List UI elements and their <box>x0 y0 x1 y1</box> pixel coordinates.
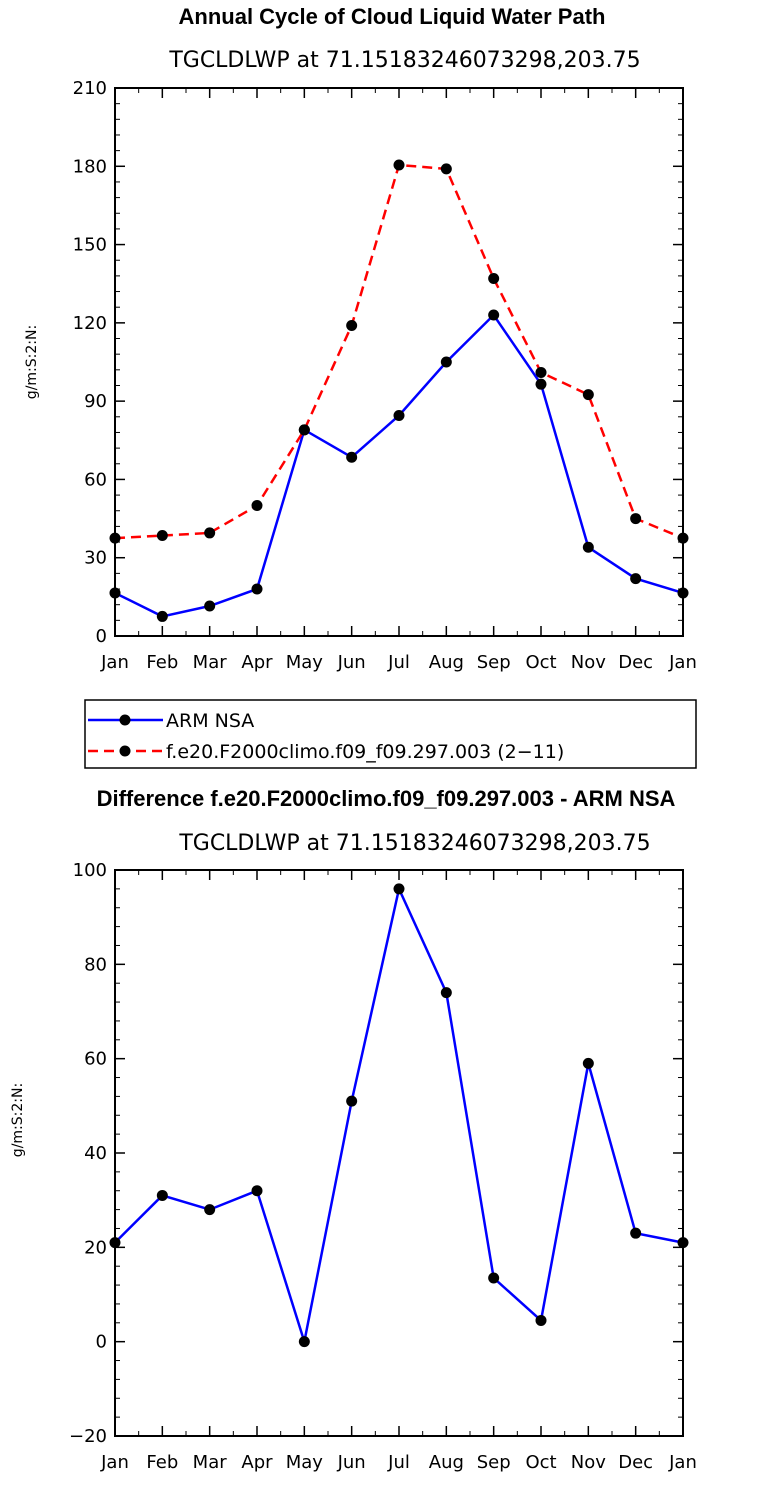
chart2-plot-area: −20 0 20 40 60 80 100 Jan Feb Mar Apr May Jun Jul Aug S… <box>69 860 697 1473</box>
chart1-series-1-point <box>298 424 310 436</box>
chart1-series-1-point <box>677 532 689 544</box>
chart2-ytick-label: 20 <box>84 1237 107 1258</box>
chart1-series-1-point <box>156 530 168 542</box>
chart1-series-1-point <box>346 319 358 331</box>
chart1-legend: ARM NSA f.e20.F2000climo.f09_f09.297.003… <box>84 699 697 769</box>
chart2-series-0-point <box>488 1272 500 1284</box>
chart1-ytick-label: 210 <box>73 78 107 99</box>
chart2-xtick-label: Jan <box>100 1452 129 1473</box>
chart1-series-0-point <box>677 587 689 599</box>
chart1-series-0-point <box>440 356 452 368</box>
chart1-series-0-line <box>114 313 684 618</box>
chart2-series-0-point <box>346 1095 358 1107</box>
chart1-ytick-label: 150 <box>73 235 107 256</box>
chart1-plot-area: 0 30 60 90 120 150 180 210 Jan Feb Mar Apr May Jun Jul… <box>73 78 697 673</box>
chart2-xtick-label: Jun <box>337 1452 366 1473</box>
chart1-xtick-label: Dec <box>618 652 653 673</box>
chart1-series-1-point <box>535 366 547 378</box>
chart1-series-0-point <box>346 451 358 463</box>
chart2-xtick-label: Jul <box>387 1452 410 1473</box>
chart2-series-0-point <box>630 1227 642 1239</box>
chart1-series-1-point <box>582 389 594 401</box>
chart1-xtick-label: Jan <box>668 652 697 673</box>
chart1-subtitle: TGCLDLWP at 71.15183246073298,203.75 <box>168 48 640 73</box>
chart2-ytick-label: −20 <box>69 1426 107 1447</box>
chart1-series-1-point <box>488 272 500 284</box>
legend-label-arm: ARM NSA <box>166 710 254 732</box>
chart1-xtick-label: May <box>286 652 324 673</box>
chart1-series-0-point <box>204 600 216 612</box>
chart1-xtick-label: Jul <box>387 652 410 673</box>
chart2-xtick-label: Aug <box>429 1452 464 1473</box>
chart2-ytick-label: 0 <box>96 1332 107 1353</box>
chart2-xtick-label: May <box>286 1452 324 1473</box>
chart1-ytick-label: 120 <box>73 313 107 334</box>
chart2-series-0-point <box>204 1204 216 1216</box>
chart1-xtick-label: Feb <box>146 652 178 673</box>
legend-marker-model <box>119 745 131 757</box>
chart1-series-0-point <box>535 378 547 390</box>
chart2-title: Difference f.e20.F2000climo.f09_f09.297.… <box>97 786 676 811</box>
chart2-ytick-label: 40 <box>84 1143 107 1164</box>
chart2-ytick-label: 100 <box>73 860 107 881</box>
chart2-series-0-point <box>535 1314 547 1326</box>
chart2-series-0-line <box>114 884 684 1343</box>
chart2-subtitle: TGCLDLWP at 71.15183246073298,203.75 <box>178 831 650 856</box>
chart2-xtick-label: Dec <box>618 1452 653 1473</box>
chart2-xtick-label: Nov <box>571 1452 606 1473</box>
chart1-xtick-label: Jan <box>100 652 129 673</box>
chart2-series-0-point <box>156 1189 168 1201</box>
chart1-xtick-label: Sep <box>477 652 511 673</box>
chart1-series-0-point <box>488 309 500 321</box>
chart1-series-1-point <box>251 500 263 512</box>
chart2-series-0-point <box>109 1237 121 1249</box>
chart1-series-0-point <box>156 610 168 622</box>
chart1-ytick-label: 30 <box>84 548 107 569</box>
chart2-series-0-point <box>298 1336 310 1348</box>
chart2-xtick-label: Oct <box>525 1452 556 1473</box>
chart1-ytick-label: 60 <box>84 469 107 490</box>
chart1-series-0-point <box>582 541 594 553</box>
chart1-xtick-label: Aug <box>429 652 464 673</box>
legend-label-model: f.e20.F2000climo.f09_f09.297.003 (2−11) <box>166 741 564 763</box>
chart1-title: Annual Cycle of Cloud Liquid Water Path <box>179 4 606 29</box>
chart1-xtick-label: Nov <box>571 652 606 673</box>
chart1-series-0-point <box>109 587 121 599</box>
chart1-series-0-point <box>393 409 405 421</box>
chart1-series-1-point <box>630 513 642 525</box>
legend-marker-arm <box>119 714 131 726</box>
chart1-ylabel: g/m:S:2:N: <box>24 325 40 399</box>
chart2-series-0-point <box>582 1057 594 1069</box>
chart1-series-1-point <box>393 159 405 171</box>
chart2-ytick-label: 80 <box>84 954 107 975</box>
chart2-xtick-label: Sep <box>477 1452 511 1473</box>
chart1-xtick-label: Mar <box>193 652 228 673</box>
chart2-xtick-label: Feb <box>146 1452 178 1473</box>
chart1-xtick-label: Apr <box>241 652 273 673</box>
chart1-series-1-line <box>114 163 684 540</box>
chart1-series-1-point <box>109 532 121 544</box>
legend-box <box>84 699 697 769</box>
chart2-frame <box>114 869 684 1437</box>
chart2-xtick-label: Jan <box>668 1452 697 1473</box>
chart1-series-1-point <box>204 527 216 539</box>
chart1-series-0-point <box>630 573 642 585</box>
chart1-series-1-point <box>440 163 452 175</box>
chart1-series-0-point <box>251 583 263 595</box>
chart2-series-0-point <box>251 1185 263 1197</box>
chart1-ytick-label: 0 <box>96 626 107 647</box>
chart1-xtick-label: Jun <box>337 652 366 673</box>
chart2-ytick-label: 60 <box>84 1049 107 1070</box>
chart2-xtick-label: Apr <box>241 1452 273 1473</box>
chart2-ylabel: g/m:S:2:N: <box>10 1083 26 1157</box>
chart2-series-0-point <box>677 1237 689 1249</box>
chart1-ytick-label: 90 <box>84 391 107 412</box>
chart1-ytick-label: 180 <box>73 156 107 177</box>
chart2-series-0-point <box>440 987 452 999</box>
chart1-xtick-label: Oct <box>525 652 556 673</box>
chart2-xtick-label: Mar <box>193 1452 228 1473</box>
chart2-series-0-point <box>393 883 405 895</box>
